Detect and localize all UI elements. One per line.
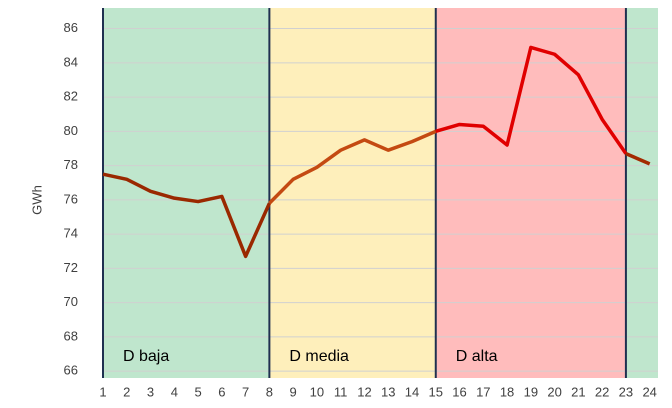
y-tick-label: 66 xyxy=(64,363,78,378)
x-tick-label: 14 xyxy=(405,384,419,399)
y-tick-label: 86 xyxy=(64,20,78,35)
line-segment xyxy=(268,129,437,205)
x-tick-label: 13 xyxy=(381,384,395,399)
x-tick-label: 21 xyxy=(571,384,585,399)
y-tick-label: 82 xyxy=(64,89,78,104)
y-tick-label: 78 xyxy=(64,157,78,172)
x-tick-label: 1 xyxy=(99,384,106,399)
x-tick-label: 16 xyxy=(452,384,466,399)
x-tick-label: 7 xyxy=(242,384,249,399)
line-segment xyxy=(435,45,628,155)
x-tick-label: 9 xyxy=(290,384,297,399)
x-tick-label: 6 xyxy=(218,384,225,399)
x-tick-label: 17 xyxy=(476,384,490,399)
band xyxy=(435,8,626,378)
x-tick-label: 22 xyxy=(595,384,609,399)
x-tick-label: 3 xyxy=(147,384,154,399)
y-tick-label: 70 xyxy=(64,294,78,309)
x-tick-label: 18 xyxy=(500,384,514,399)
x-tick-label: 5 xyxy=(194,384,201,399)
x-tick-label: 4 xyxy=(171,384,178,399)
x-tick-label: 11 xyxy=(334,384,348,399)
band xyxy=(625,8,658,378)
y-axis-label: GWh xyxy=(29,185,44,215)
x-tick-label: 19 xyxy=(524,384,538,399)
x-tick-label: 24 xyxy=(642,384,656,399)
y-tick-label: 74 xyxy=(64,226,78,241)
y-tick-label: 76 xyxy=(64,191,78,206)
x-tick-label: 15 xyxy=(429,384,443,399)
band-label: D alta xyxy=(456,348,498,365)
band xyxy=(269,8,436,378)
x-tick-label: 20 xyxy=(547,384,561,399)
band xyxy=(103,8,270,378)
x-tick-label: 2 xyxy=(123,384,130,399)
x-tick-label: 8 xyxy=(266,384,273,399)
line-segment xyxy=(102,172,271,259)
y-tick-label: 84 xyxy=(64,54,78,69)
line-segment xyxy=(625,151,651,166)
x-tick-label: 10 xyxy=(310,384,324,399)
x-tick-label: 12 xyxy=(357,384,371,399)
x-tick-label: 23 xyxy=(619,384,633,399)
band-label: D media xyxy=(289,348,349,365)
band-label: D baja xyxy=(123,348,169,365)
y-tick-label: 72 xyxy=(64,260,78,275)
y-tick-label: 68 xyxy=(64,328,78,343)
y-tick-label: 80 xyxy=(64,123,78,138)
